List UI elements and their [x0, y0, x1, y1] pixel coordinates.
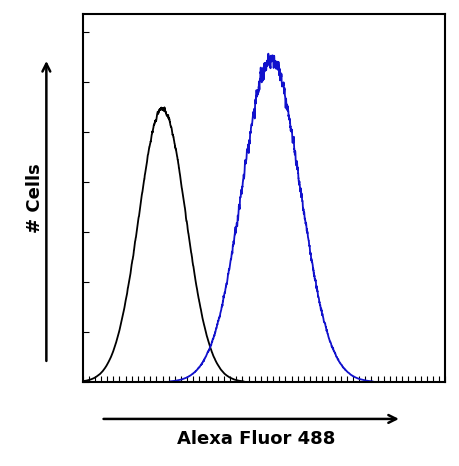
- Text: Alexa Fluor 488: Alexa Fluor 488: [178, 430, 336, 448]
- Text: # Cells: # Cells: [27, 163, 45, 233]
